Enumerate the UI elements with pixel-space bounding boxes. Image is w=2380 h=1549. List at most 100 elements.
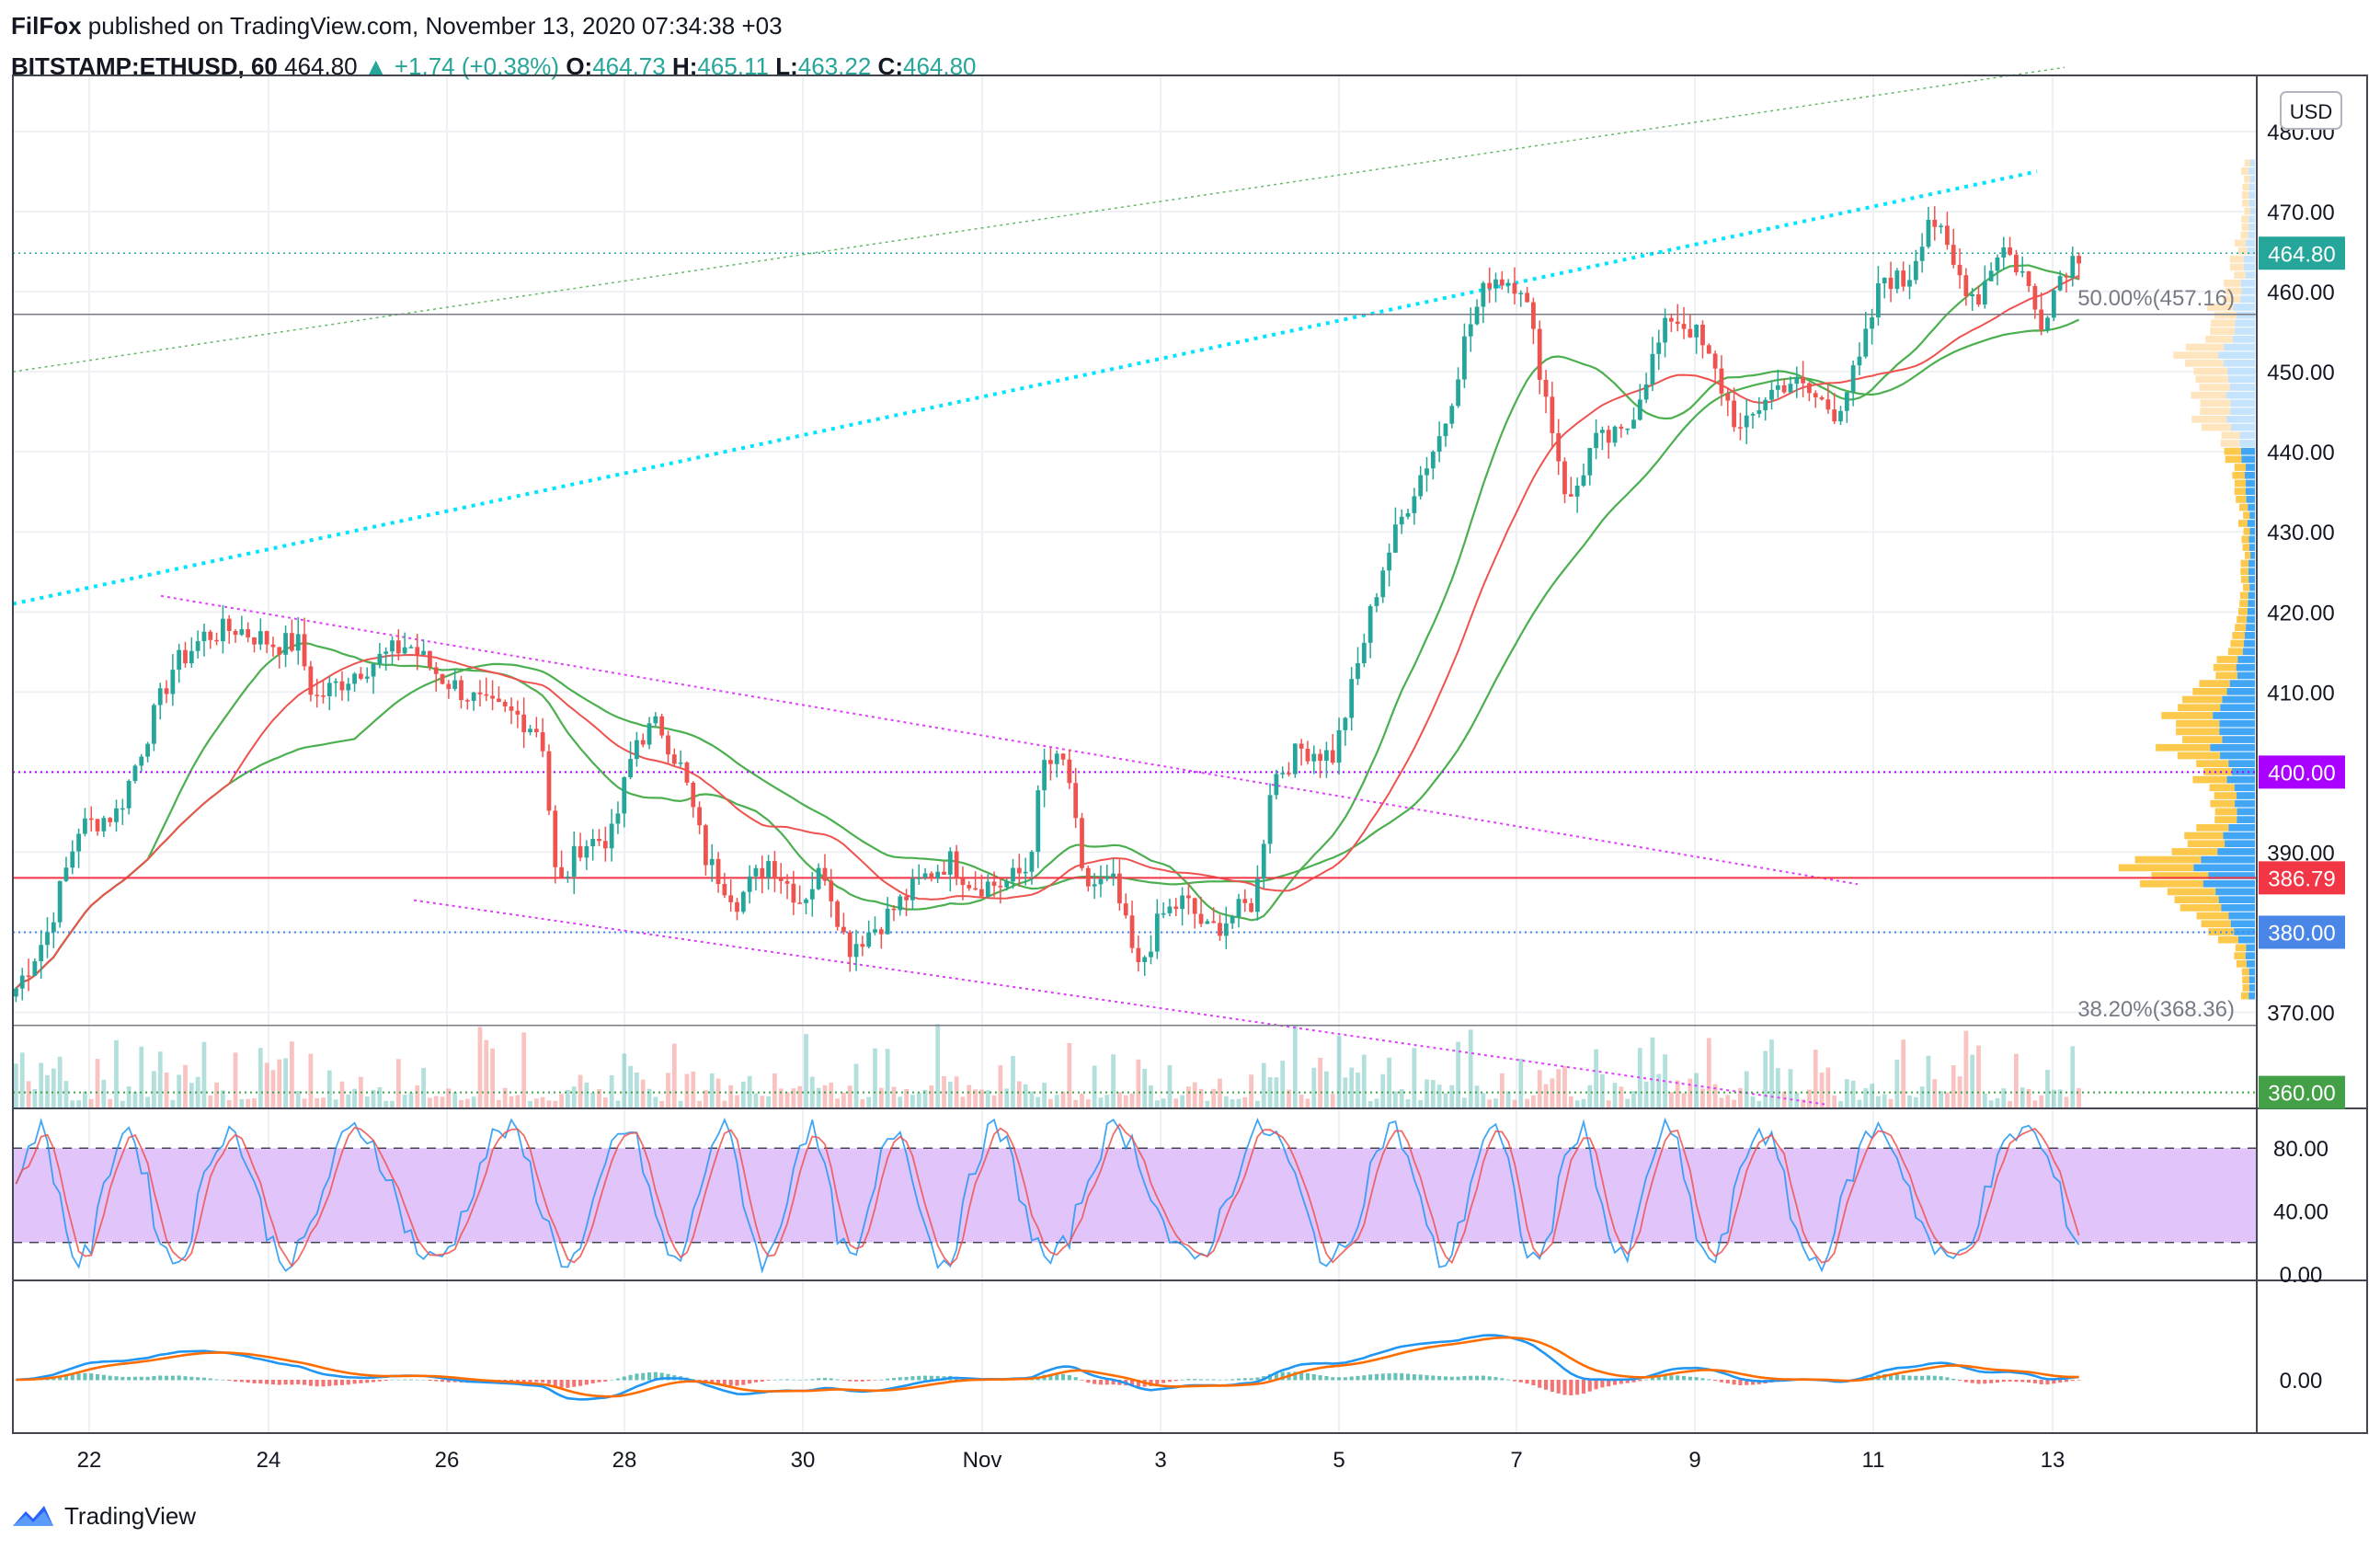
volume-bar bbox=[1085, 1099, 1091, 1108]
candle-body bbox=[1023, 871, 1028, 874]
currency-button[interactable]: USD bbox=[2280, 91, 2342, 130]
volume-bar bbox=[233, 1052, 238, 1108]
volume-bar bbox=[1149, 1084, 1153, 1108]
macd-hist-bar bbox=[1368, 1374, 1373, 1381]
macd-hist-bar bbox=[891, 1378, 896, 1381]
candle-body bbox=[697, 807, 702, 826]
volume-bar bbox=[246, 1098, 251, 1108]
macd-hist-bar bbox=[741, 1380, 746, 1385]
candle-body bbox=[571, 845, 577, 878]
macd-hist-bar bbox=[246, 1380, 250, 1383]
volume-bar bbox=[1299, 1095, 1304, 1108]
candle-body bbox=[1117, 873, 1122, 904]
volume-bar bbox=[1951, 1065, 1956, 1108]
tradingview-footer[interactable]: TradingView bbox=[11, 1497, 196, 1534]
fib-label: 50.00%(457.16) bbox=[2077, 286, 2235, 311]
vp-up-bar bbox=[2181, 695, 2223, 704]
candle-body bbox=[1292, 743, 1298, 774]
volume-bar bbox=[735, 1095, 739, 1108]
macd-hist-bar bbox=[610, 1379, 614, 1381]
macd-hist-bar bbox=[1073, 1377, 1078, 1381]
macd-hist-bar bbox=[628, 1374, 633, 1381]
macd-hist-bar bbox=[221, 1379, 225, 1381]
vp-up-bar bbox=[2240, 568, 2248, 576]
macd-hist-bar bbox=[1356, 1375, 1360, 1381]
candle-body bbox=[1198, 913, 1204, 924]
candle-body bbox=[546, 751, 552, 811]
candle-body bbox=[1681, 324, 1687, 329]
macd-hist-bar bbox=[1914, 1375, 1918, 1381]
candle-body bbox=[14, 988, 18, 997]
candle-body bbox=[1367, 605, 1373, 643]
volume-bar bbox=[1280, 1061, 1286, 1108]
volume-bar bbox=[1487, 1099, 1493, 1108]
candle-body bbox=[1988, 270, 1994, 281]
macd-hist-bar bbox=[898, 1377, 902, 1381]
candle-body bbox=[1669, 317, 1674, 322]
vp-down-bar bbox=[2217, 848, 2255, 855]
macd-hist-bar bbox=[165, 1375, 169, 1381]
macd-hist-bar bbox=[1600, 1380, 1605, 1388]
vp-down-bar bbox=[2248, 215, 2255, 224]
volume-bar bbox=[1643, 1081, 1649, 1108]
vp-down-bar bbox=[2227, 375, 2255, 384]
volume-bar bbox=[1380, 1073, 1386, 1108]
candle-body bbox=[1299, 743, 1304, 749]
volume-bar bbox=[145, 1096, 150, 1108]
stoch-band bbox=[13, 1148, 2257, 1243]
candle-body bbox=[252, 637, 257, 645]
candle-body bbox=[1951, 245, 1956, 265]
volume-bar bbox=[1882, 1094, 1887, 1108]
vp-down-bar bbox=[2237, 671, 2255, 680]
candle-body bbox=[740, 891, 746, 912]
publisher-name[interactable]: FilFox bbox=[11, 12, 82, 40]
volume-bar bbox=[1436, 1084, 1442, 1108]
macd-hist-bar bbox=[635, 1373, 639, 1381]
volume-bar bbox=[277, 1059, 282, 1108]
candle-body bbox=[132, 765, 138, 781]
vp-up-bar bbox=[2209, 784, 2235, 792]
candle-body bbox=[1531, 302, 1536, 329]
volume-bar bbox=[1612, 1083, 1618, 1108]
volume-bar bbox=[1261, 1062, 1266, 1108]
volume-bar bbox=[1876, 1096, 1881, 1108]
price-tick-label: 420.00 bbox=[2267, 601, 2334, 625]
macd-hist-bar bbox=[403, 1379, 407, 1381]
candle-body bbox=[333, 681, 338, 683]
volume-bar bbox=[1111, 1054, 1116, 1108]
vp-down-bar bbox=[2241, 455, 2255, 464]
macd-hist-bar bbox=[252, 1380, 257, 1383]
time-tick-label: 5 bbox=[1333, 1448, 1344, 1473]
vp-down-bar bbox=[2248, 544, 2255, 551]
macd-hist-bar bbox=[1469, 1375, 1473, 1381]
stoch-tick-label: 0.00 bbox=[2280, 1263, 2323, 1288]
volume-bar bbox=[1694, 1073, 1699, 1108]
volume-bar bbox=[157, 1051, 163, 1108]
candle-body bbox=[1825, 399, 1831, 410]
candle-body bbox=[640, 740, 646, 745]
price-tag-label: 400.00 bbox=[2268, 761, 2335, 786]
candle-body bbox=[1481, 282, 1486, 307]
macd-hist-bar bbox=[753, 1380, 758, 1383]
vp-up-bar bbox=[2235, 624, 2247, 632]
volume-bar bbox=[891, 1086, 897, 1108]
vp-up-bar bbox=[2167, 888, 2216, 896]
volume-bar bbox=[540, 1096, 545, 1108]
vp-up-bar bbox=[2134, 855, 2202, 864]
candle-body bbox=[1361, 642, 1367, 664]
candle-body bbox=[108, 818, 113, 822]
vp-down-bar bbox=[2230, 407, 2255, 415]
vp-down-bar bbox=[2247, 247, 2255, 255]
candle-body bbox=[1995, 257, 2000, 271]
volume-bar bbox=[1744, 1071, 1749, 1108]
candle-body bbox=[1518, 293, 1524, 294]
candle-body bbox=[509, 706, 514, 711]
candle-body bbox=[83, 818, 87, 834]
candle-body bbox=[1801, 376, 1805, 384]
macd-hist-bar bbox=[1625, 1380, 1630, 1383]
vp-up-bar bbox=[2210, 799, 2236, 808]
candle-body bbox=[1456, 379, 1460, 407]
volume-bar bbox=[929, 1084, 934, 1108]
candle-body bbox=[1011, 867, 1015, 882]
